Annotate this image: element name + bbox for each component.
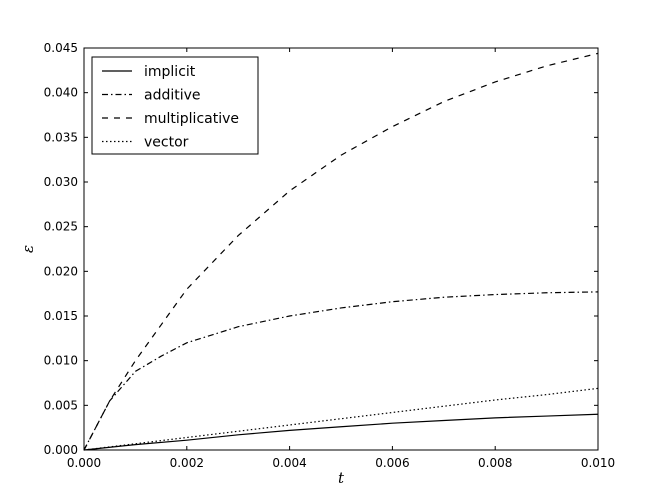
y-tick-label: 0.005	[44, 398, 78, 412]
series-layer	[83, 52, 599, 451]
x-tick-label: 0.010	[581, 456, 615, 470]
series-line-multiplicative	[83, 52, 599, 451]
x-tick-label: 0.006	[375, 456, 409, 470]
y-tick-label: 0.030	[44, 175, 78, 189]
x-axis-label: t	[338, 469, 345, 487]
tick-layer: 0.000 0.002 0.004 0.006 0.008 0.010 0.000 0.005…	[44, 41, 616, 470]
plot-frame	[83, 47, 599, 451]
legend-label-vector: vector	[144, 135, 189, 151]
legend-box	[91, 56, 259, 155]
y-tick-label: 0.010	[44, 354, 78, 368]
series-line-implicit	[83, 413, 599, 451]
y-tick-label: 0.040	[44, 86, 78, 100]
x-tick-label: 0.002	[170, 456, 204, 470]
legend-label-additive: additive	[144, 88, 201, 104]
x-tick-label: 0.000	[67, 456, 101, 470]
x-tick-label: 0.008	[478, 456, 512, 470]
y-tick-label: 0.020	[44, 264, 78, 278]
legend-label-multiplicative: multiplicative	[144, 111, 239, 127]
y-tick-label: 0.015	[44, 309, 78, 323]
series-line-additive	[83, 291, 599, 451]
x-tick-label: 0.004	[272, 456, 306, 470]
y-tick-label: 0.035	[44, 130, 78, 144]
y-axis-label: ε	[19, 245, 37, 253]
y-tick-label: 0.025	[44, 220, 78, 234]
legend-label-implicit: implicit	[144, 64, 196, 80]
y-tick-label: 0.045	[44, 41, 78, 55]
legend: implicit additive multiplicative vector	[91, 56, 259, 155]
y-tick-label: 0.000	[44, 443, 78, 457]
